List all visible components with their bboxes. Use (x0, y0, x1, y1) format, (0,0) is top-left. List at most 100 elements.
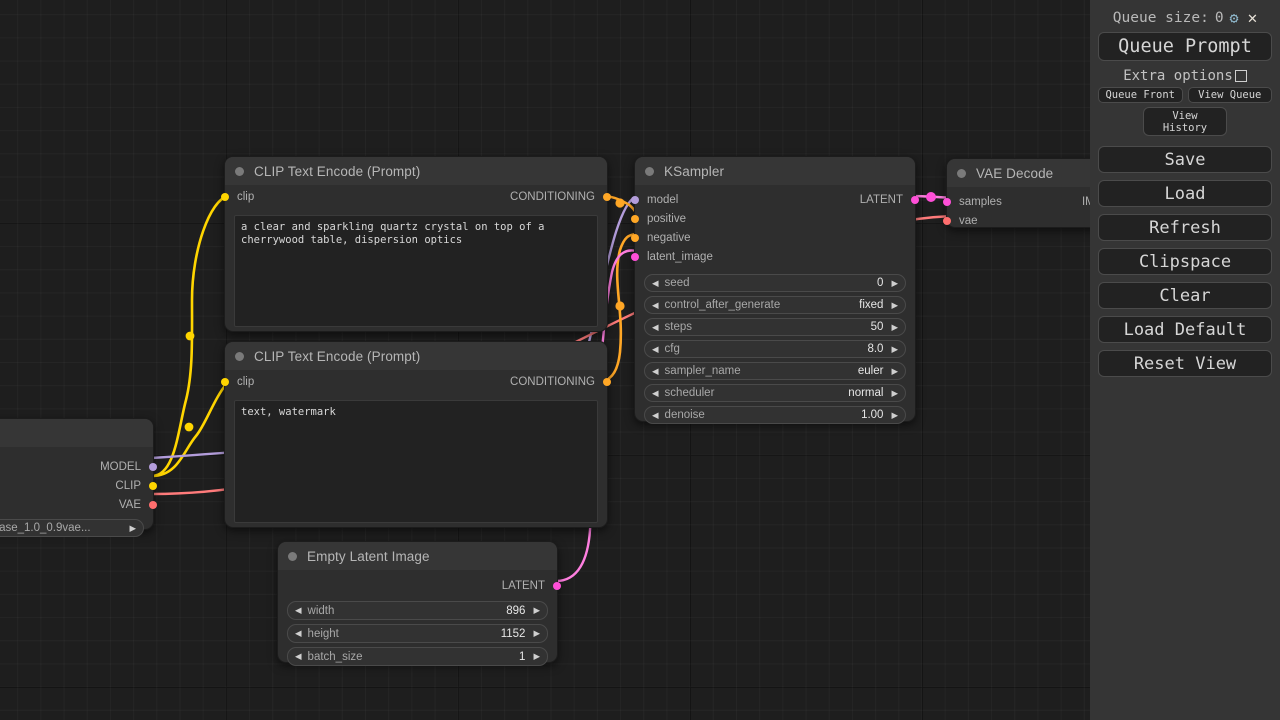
queue-size-count: 0 (1214, 10, 1224, 26)
chevron-right-icon[interactable]: ▶ (129, 522, 136, 533)
widget-height[interactable]: ◀ height 1152 ▶ (287, 624, 548, 643)
gear-icon[interactable]: ⚙ (1229, 8, 1239, 27)
node-ksampler[interactable]: KSampler model LATENT positive negative … (631, 156, 919, 424)
node-body: LATENT ◀ width 896 ▶ ◀ height 1152 ▶ ◀ (278, 570, 561, 674)
collapse-dot-icon[interactable] (957, 168, 966, 178)
port-dot-negative-input[interactable] (631, 233, 639, 242)
slot-row-latent-image[interactable]: latent_image (631, 247, 915, 266)
slot-row-model[interactable]: model LATENT (631, 190, 919, 209)
prompt-textarea[interactable]: text, watermark (234, 400, 598, 523)
collapse-dot-icon[interactable] (288, 551, 297, 561)
chevron-right-icon[interactable]: ▶ (891, 343, 898, 354)
port-dot-positive-input[interactable] (631, 214, 639, 223)
node-title-bar[interactable]: KSampler (635, 157, 915, 185)
chevron-left-icon[interactable]: ◀ (652, 343, 659, 354)
node-title-bar[interactable]: CLIP Text Encode (Prompt) (225, 342, 607, 370)
output-slot-label: CONDITIONING (510, 376, 595, 388)
port-dot-conditioning-output[interactable] (603, 193, 611, 201)
slot-row-positive[interactable]: positive (631, 209, 915, 228)
clear-button[interactable]: Clear (1098, 282, 1272, 309)
widget-batch-size[interactable]: ◀ batch_size 1 ▶ (287, 647, 548, 666)
chevron-left-icon[interactable]: ◀ (652, 365, 659, 376)
chevron-right-icon[interactable]: ▶ (891, 299, 898, 310)
chevron-left-icon[interactable]: ◀ (652, 299, 659, 310)
port-dot-samples-input[interactable] (943, 197, 951, 206)
port-dot-model[interactable] (149, 462, 157, 471)
widget-sampler-name[interactable]: ◀ sampler_name euler ▶ (644, 362, 906, 380)
node-clip-text-encode-negative[interactable]: CLIP Text Encode (Prompt) clip CONDITION… (221, 341, 611, 528)
load-default-button[interactable]: Load Default (1098, 316, 1272, 343)
port-dot-clip-input[interactable] (221, 193, 229, 201)
widget-scheduler[interactable]: ◀ scheduler normal ▶ (644, 384, 906, 402)
chevron-right-icon[interactable]: ▶ (533, 651, 540, 662)
output-slot-vae[interactable]: VAE (0, 495, 157, 514)
widget-control-after-generate[interactable]: ◀ control_after_generate fixed ▶ (644, 296, 906, 314)
slot-row-samples[interactable]: samples IMAGE (943, 192, 1090, 211)
slot-row-negative[interactable]: negative (631, 228, 915, 247)
widget-ckpt-name[interactable]: xl_base_1.0_0.9vae... ▶ (0, 519, 144, 537)
save-button[interactable]: Save (1098, 146, 1272, 173)
port-dot-latent-output[interactable] (911, 195, 919, 204)
port-dot-vae-input[interactable] (943, 216, 951, 225)
node-clip-text-encode-positive[interactable]: CLIP Text Encode (Prompt) clip CONDITION… (221, 156, 611, 332)
close-icon[interactable]: ✕ (1247, 8, 1258, 27)
chevron-right-icon[interactable]: ▶ (891, 409, 898, 420)
extra-options-checkbox[interactable] (1234, 70, 1247, 82)
chevron-left-icon[interactable]: ◀ (295, 651, 302, 662)
queue-prompt-button[interactable]: Queue Prompt (1098, 32, 1272, 61)
collapse-dot-icon[interactable] (645, 166, 654, 176)
clipspace-button[interactable]: Clipspace (1098, 248, 1272, 275)
queue-front-button[interactable]: Queue Front (1098, 87, 1183, 103)
chevron-left-icon[interactable]: ◀ (652, 387, 659, 398)
node-title-bar[interactable]: Empty Latent Image (278, 542, 557, 570)
widget-seed[interactable]: ◀ seed 0 ▶ (644, 274, 906, 292)
widget-cfg[interactable]: ◀ cfg 8.0 ▶ (644, 340, 906, 358)
collapse-dot-icon[interactable] (235, 166, 244, 176)
slot-row-clip[interactable]: clip CONDITIONING (221, 370, 611, 394)
prompt-textarea[interactable]: a clear and sparkling quartz crystal on … (234, 215, 598, 327)
output-slot-label: LATENT (859, 193, 903, 206)
node-title-bar[interactable] (0, 419, 153, 447)
node-vae-decode[interactable]: VAE Decode samples IMAGE vae (943, 158, 1090, 230)
view-queue-button[interactable]: View Queue (1187, 87, 1272, 103)
slot-row-vae[interactable]: vae (943, 211, 1090, 230)
widget-steps[interactable]: ◀ steps 50 ▶ (644, 318, 906, 336)
graph-canvas[interactable]: MODEL CLIP VAE xl_base_1.0_0.9vae... ▶ (0, 0, 1090, 720)
port-dot-model-input[interactable] (631, 195, 639, 204)
port-dot-clip-input[interactable] (221, 378, 229, 386)
port-dot-vae[interactable] (149, 500, 157, 509)
load-button[interactable]: Load (1098, 180, 1272, 207)
chevron-left-icon[interactable]: ◀ (652, 321, 659, 332)
node-title-bar[interactable]: CLIP Text Encode (Prompt) (225, 157, 607, 185)
widget-value: 896 (506, 604, 526, 617)
refresh-button[interactable]: Refresh (1098, 214, 1272, 241)
slot-row-clip[interactable]: clip CONDITIONING (221, 185, 611, 209)
port-dot-clip[interactable] (149, 481, 157, 490)
collapse-dot-icon[interactable] (235, 351, 244, 361)
port-dot-latent-output[interactable] (553, 582, 561, 590)
port-dot-latent-image-input[interactable] (631, 252, 639, 261)
chevron-left-icon[interactable]: ◀ (295, 605, 302, 616)
reset-view-button[interactable]: Reset View (1098, 350, 1272, 377)
extra-options-row[interactable]: Extra options (1098, 65, 1272, 87)
chevron-right-icon[interactable]: ▶ (533, 605, 540, 616)
chevron-right-icon[interactable]: ▶ (533, 628, 540, 639)
port-dot-conditioning-output[interactable] (603, 378, 611, 386)
output-slot-clip[interactable]: CLIP (0, 476, 157, 495)
chevron-left-icon[interactable]: ◀ (295, 628, 302, 639)
output-slot-model[interactable]: MODEL (0, 457, 157, 476)
input-slot-label: samples (959, 195, 1002, 208)
chevron-left-icon[interactable]: ◀ (652, 409, 659, 420)
node-title-bar[interactable]: VAE Decode (947, 159, 1090, 187)
chevron-right-icon[interactable]: ▶ (891, 365, 898, 376)
widget-width[interactable]: ◀ width 896 ▶ (287, 601, 548, 620)
slot-row-latent-output[interactable]: LATENT (278, 575, 561, 597)
chevron-right-icon[interactable]: ▶ (891, 321, 898, 332)
widget-denoise[interactable]: ◀ denoise 1.00 ▶ (644, 406, 906, 424)
chevron-right-icon[interactable]: ▶ (891, 277, 898, 288)
view-history-button[interactable]: View History (1143, 107, 1227, 136)
node-checkpoint-loader[interactable]: MODEL CLIP VAE xl_base_1.0_0.9vae... ▶ (0, 418, 157, 537)
chevron-left-icon[interactable]: ◀ (652, 277, 659, 288)
chevron-right-icon[interactable]: ▶ (891, 387, 898, 398)
node-empty-latent-image[interactable]: Empty Latent Image LATENT ◀ width 896 ▶ … (277, 541, 561, 666)
